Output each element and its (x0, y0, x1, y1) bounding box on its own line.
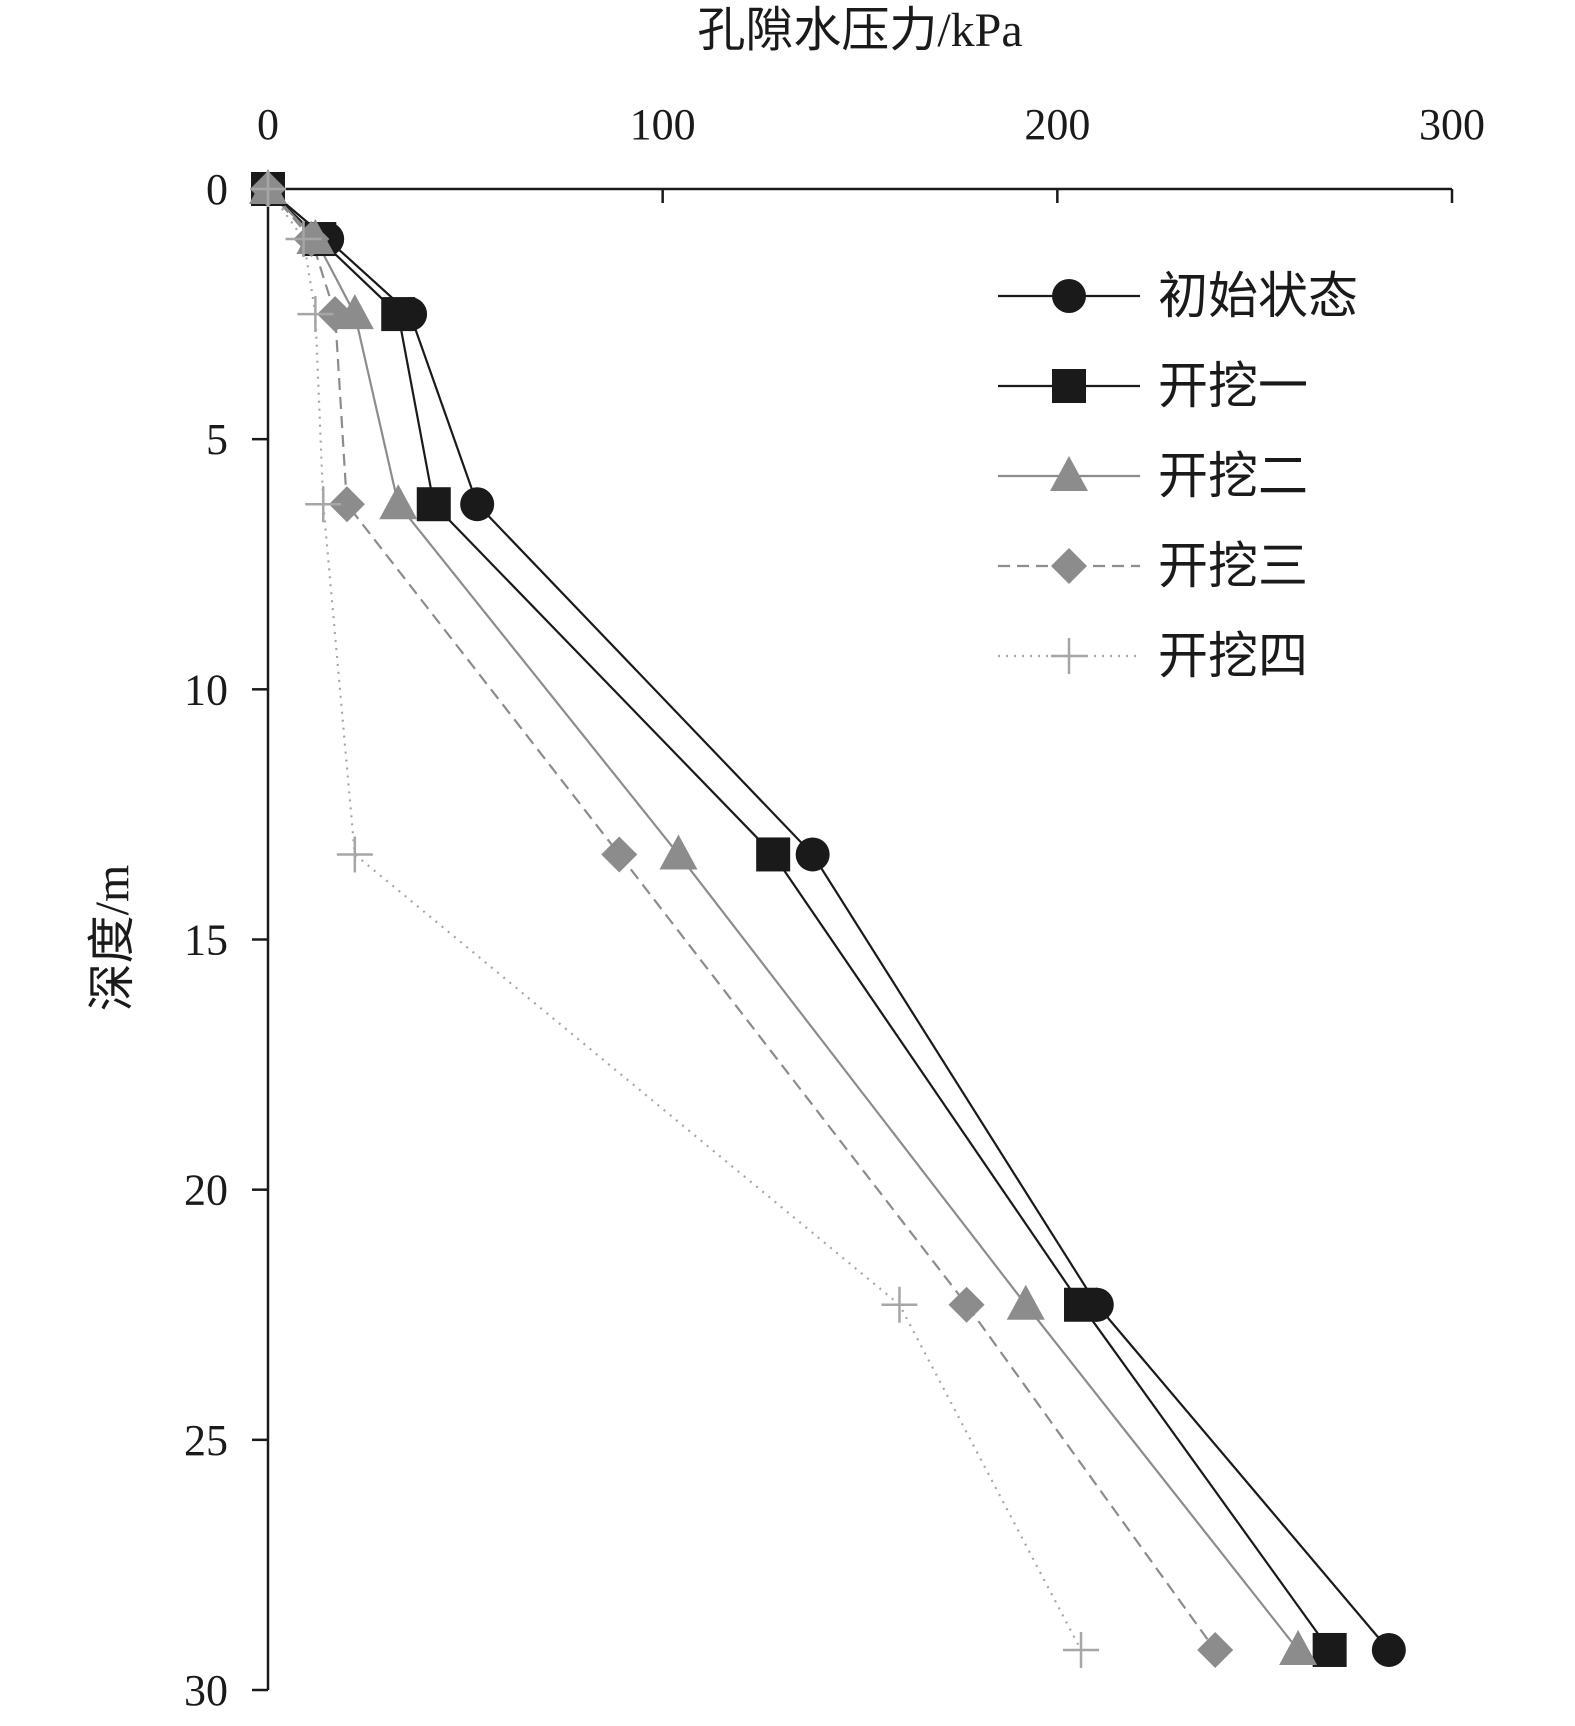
series-5-point (250, 171, 286, 207)
series-1-point (1371, 1632, 1406, 1667)
legend-label: 开挖一 (1158, 358, 1308, 414)
series-3-point (659, 834, 698, 870)
legend-item: 初始状态 (998, 268, 1358, 324)
series-4-point (328, 486, 365, 523)
series-1-point (795, 837, 830, 872)
legend-marker (1050, 456, 1088, 491)
series-4-point (601, 836, 638, 873)
legend-item: 开挖二 (998, 448, 1308, 504)
series-1-point (460, 487, 495, 522)
series-5-point (336, 836, 373, 873)
legend-marker (1051, 638, 1087, 674)
series-3-point (1279, 1629, 1318, 1665)
legend-item: 开挖一 (998, 358, 1308, 414)
series-2-point (756, 837, 791, 872)
series-2-point (381, 297, 416, 332)
axes-group: 0 100 200 300 0 5 10 15 20 25 30 (184, 100, 1485, 1715)
y-tick-label: 15 (184, 916, 228, 965)
series-2-point (1064, 1287, 1099, 1322)
series-line-3 (267, 188, 1299, 1651)
series-line-5 (267, 188, 1082, 1651)
series-4-point (948, 1286, 985, 1323)
series-4-point (1197, 1631, 1234, 1668)
y-tick-label: 5 (206, 415, 228, 464)
legend-item: 开挖四 (998, 628, 1308, 684)
series-4-point (317, 296, 354, 333)
series-5-point (881, 1286, 918, 1323)
series-2-point (1312, 1632, 1347, 1667)
y-tick-label: 30 (184, 1666, 228, 1715)
legend-marker (1052, 369, 1086, 403)
series-3-point (379, 484, 418, 520)
legend-label: 开挖三 (1158, 538, 1308, 594)
y-tick-label: 25 (184, 1416, 228, 1465)
series-5-point (1063, 1631, 1100, 1668)
x-tick-label: 0 (257, 100, 279, 149)
series-markers-group (249, 169, 1406, 1668)
series-2-point (416, 487, 451, 522)
series-3-point (1006, 1284, 1045, 1320)
y-tick-label: 20 (184, 1166, 228, 1215)
x-axis-title: 孔隙水压力/kPa (697, 4, 1022, 57)
x-tick-label: 100 (630, 100, 696, 149)
x-tick-label: 200 (1024, 100, 1090, 149)
legend-label: 初始状态 (1158, 268, 1358, 324)
series-5-point (285, 221, 322, 258)
legend-item: 开挖三 (998, 538, 1308, 594)
legend-marker (1051, 548, 1087, 584)
legend-label: 开挖四 (1158, 628, 1308, 684)
legend-marker (1052, 279, 1086, 313)
y-tick-label: 10 (184, 665, 228, 714)
y-tick-label: 0 (206, 165, 228, 214)
series-line-4 (267, 188, 1217, 1651)
series-5-point (305, 486, 342, 523)
y-axis-title: 深度/m (86, 865, 139, 1012)
series-5-point (297, 296, 334, 333)
legend-label: 开挖二 (1158, 448, 1308, 504)
x-tick-label: 300 (1419, 100, 1485, 149)
